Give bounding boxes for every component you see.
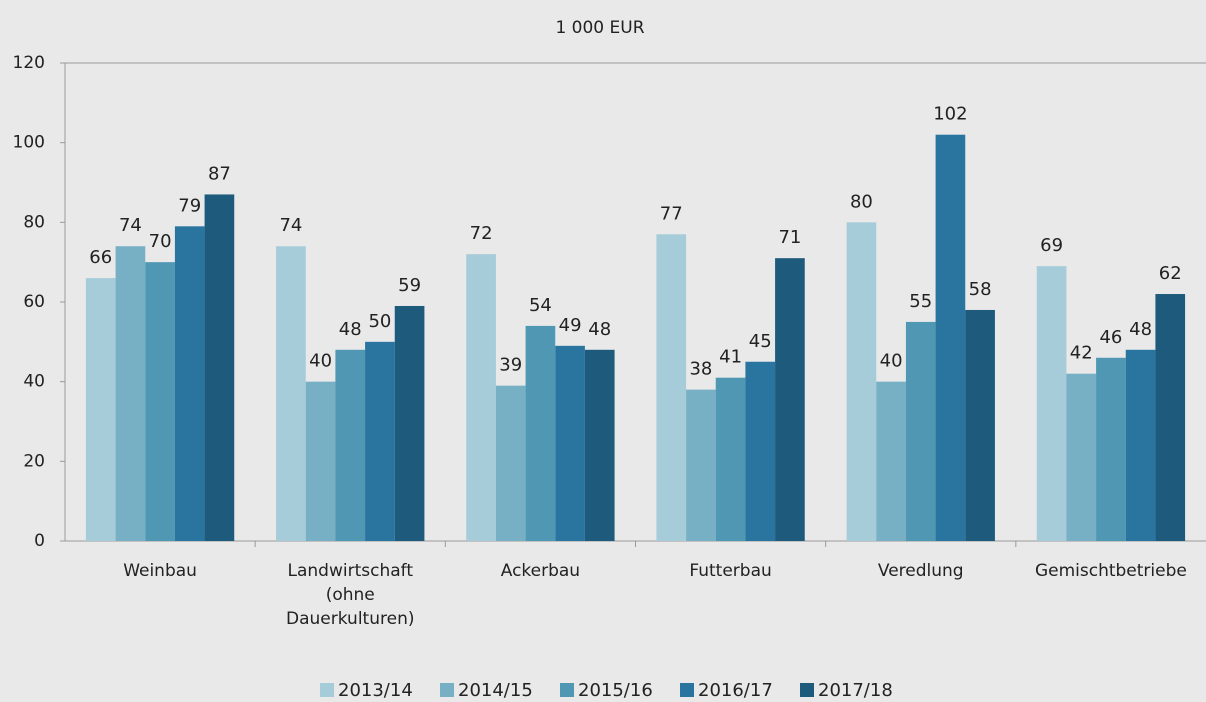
legend-swatch — [800, 683, 814, 697]
bar — [145, 262, 175, 541]
value-label: 66 — [89, 247, 112, 268]
bar — [935, 134, 966, 541]
bar — [394, 305, 425, 541]
legend-swatch — [680, 683, 694, 697]
x-tick-label-line: Veredlung — [878, 561, 964, 581]
value-label: 41 — [719, 347, 742, 368]
x-tick-label: Veredlung — [878, 561, 964, 581]
bar — [1036, 266, 1067, 541]
value-label: 71 — [778, 227, 801, 248]
value-label: 77 — [660, 203, 683, 224]
bar — [174, 226, 205, 542]
value-label: 102 — [933, 104, 967, 125]
x-tick-label-line: Landwirtschaft — [288, 561, 414, 581]
y-tick-label: 0 — [34, 531, 45, 551]
bar — [715, 377, 746, 541]
bar — [525, 325, 556, 541]
x-tick-label: Landwirtschaft (ohne Dauerkulturen) — [286, 561, 414, 629]
bar — [775, 258, 805, 541]
y-tick-label: 20 — [23, 451, 45, 471]
bar — [1066, 373, 1097, 541]
x-tick-label-line: Dauerkulturen) — [286, 609, 414, 629]
y-tick-label: 80 — [23, 212, 45, 232]
value-label: 87 — [208, 163, 231, 184]
legend-swatch — [440, 683, 454, 697]
value-label: 74 — [119, 215, 142, 236]
value-label: 48 — [339, 319, 362, 340]
value-label: 80 — [850, 191, 873, 212]
bar — [1125, 349, 1156, 541]
x-tick-label-line: Futterbau — [689, 561, 771, 581]
x-tick-label-line: Gemischtbetriebe — [1035, 561, 1187, 581]
x-tick-label: Futterbau — [689, 561, 771, 581]
bar — [1155, 294, 1186, 541]
value-label: 72 — [470, 223, 493, 244]
chart-title: 1 000 EUR — [555, 18, 644, 38]
legend-label: 2013/14 — [338, 680, 413, 701]
bar — [466, 254, 496, 541]
value-label: 46 — [1099, 327, 1122, 348]
bar — [365, 341, 395, 541]
bar — [335, 349, 366, 541]
bar — [584, 349, 615, 541]
value-label: 54 — [529, 295, 552, 316]
legend-swatch — [320, 683, 334, 697]
value-label: 59 — [398, 275, 421, 296]
value-label: 48 — [1129, 319, 1152, 340]
value-label: 62 — [1159, 263, 1182, 284]
y-tick-label: 40 — [23, 372, 45, 392]
value-label: 40 — [309, 351, 332, 372]
y-tick-label: 120 — [13, 53, 45, 73]
x-tick-label: Ackerbau — [501, 561, 580, 581]
value-label: 48 — [588, 319, 611, 340]
x-tick-label: Gemischtbetriebe — [1035, 561, 1187, 581]
bar — [305, 381, 336, 541]
x-tick-label-line: Weinbau — [123, 561, 197, 581]
legend-swatch — [560, 683, 574, 697]
bar — [115, 246, 146, 541]
value-label: 42 — [1070, 343, 1093, 364]
bar — [965, 309, 995, 541]
value-label: 74 — [279, 215, 302, 236]
value-label: 55 — [909, 291, 932, 312]
y-tick-label: 60 — [23, 292, 45, 312]
x-tick-label-line: Ackerbau — [501, 561, 580, 581]
legend-label: 2016/17 — [698, 680, 773, 701]
legend-label: 2015/16 — [578, 680, 653, 701]
y-tick-label: 100 — [13, 133, 45, 153]
value-label: 38 — [689, 359, 712, 380]
value-label: 50 — [368, 311, 391, 332]
value-label: 49 — [559, 315, 582, 336]
value-label: 79 — [178, 195, 201, 216]
bar — [745, 361, 776, 541]
x-tick-label: Weinbau — [123, 561, 197, 581]
bar — [686, 389, 716, 541]
bar — [495, 385, 526, 541]
value-label: 39 — [499, 355, 522, 376]
bar — [555, 345, 585, 541]
legend-label: 2014/15 — [458, 680, 533, 701]
bar — [656, 234, 687, 542]
bar — [204, 194, 235, 541]
value-label: 45 — [749, 331, 772, 352]
bar — [846, 222, 877, 542]
bar — [905, 321, 936, 541]
value-label: 70 — [149, 231, 172, 252]
value-label: 69 — [1040, 235, 1063, 256]
x-tick-label-line: (ohne — [326, 585, 375, 605]
bar — [876, 381, 906, 541]
value-label: 58 — [969, 279, 992, 300]
legend-label: 2017/18 — [818, 680, 893, 701]
bar — [1096, 357, 1126, 541]
bar — [276, 246, 306, 541]
bar — [85, 278, 116, 541]
value-label: 40 — [880, 351, 903, 372]
